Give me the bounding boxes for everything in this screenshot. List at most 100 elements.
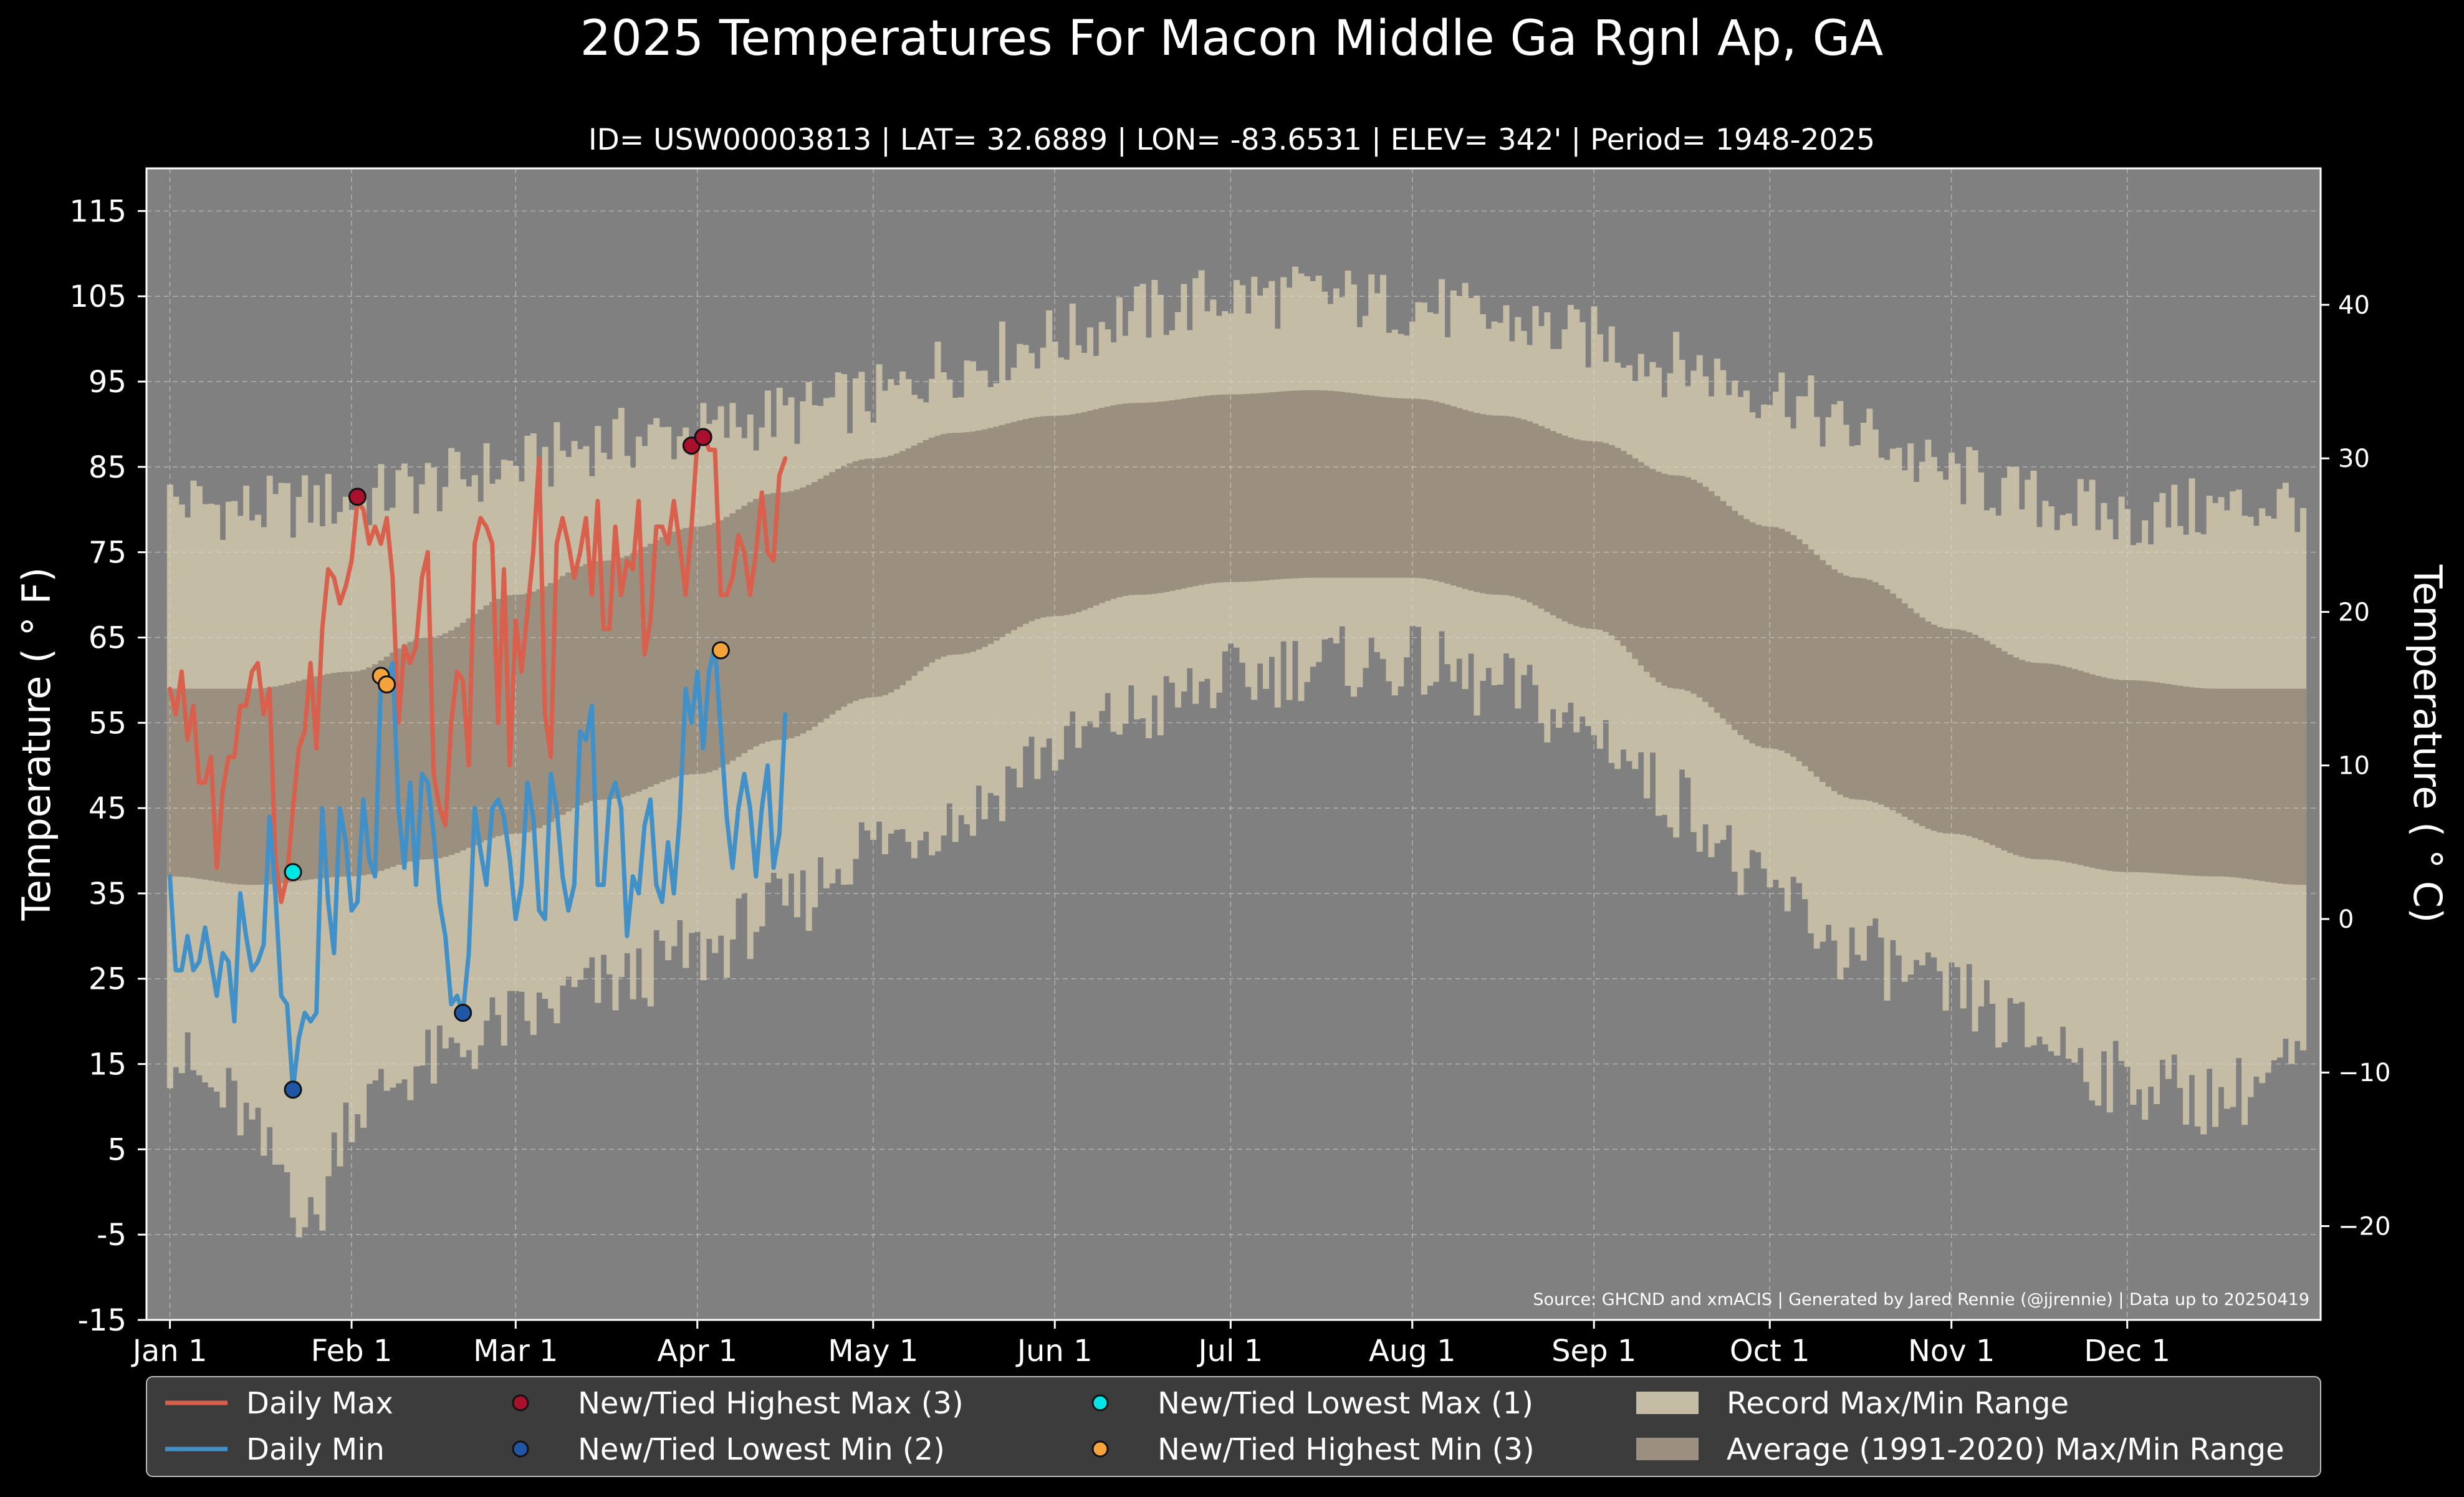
normal-bar [764, 494, 771, 742]
normal-bar [823, 475, 830, 719]
normal-bar [911, 445, 918, 676]
normal-bar [413, 639, 419, 860]
normal-bar [1063, 415, 1070, 615]
normal-bar [595, 561, 602, 801]
normal-bar [1849, 577, 1856, 799]
normal-bar [1983, 640, 1990, 843]
normal-bar [1086, 410, 1093, 608]
normal-bar [747, 502, 754, 750]
y-axis-right-label: Temperature ( ° C) [2405, 564, 2450, 923]
normal-bar [1567, 437, 1574, 624]
normal-bar [1421, 399, 1427, 579]
normal-bar [741, 506, 748, 753]
record-point [284, 863, 302, 882]
x-tick-label: May 1 [828, 1334, 918, 1369]
normal-bar [776, 492, 783, 740]
normal-bar [319, 675, 326, 878]
y-tick-label-left: 85 [89, 450, 127, 485]
normal-bar [1462, 410, 1469, 589]
normal-bar [1310, 390, 1316, 578]
legend-swatch-patch [1636, 1392, 1699, 1414]
normal-bar [1139, 403, 1146, 595]
normal-bar [436, 635, 443, 859]
normal-bar [1222, 394, 1229, 582]
normal-bar [2218, 688, 2225, 877]
normal-bar [2183, 686, 2190, 875]
normal-bar [1303, 390, 1310, 578]
normal-bar [2071, 668, 2078, 864]
normal-bar [2212, 688, 2219, 877]
normal-bar [173, 688, 180, 877]
normal-bar [2276, 688, 2283, 883]
normal-bar [1819, 560, 1826, 782]
normal-bar [624, 556, 631, 796]
normal-bar [1866, 579, 1873, 801]
normal-bar [565, 572, 572, 812]
normal-bar [676, 529, 683, 776]
normal-bar [835, 469, 841, 711]
normal-bar [1913, 613, 1920, 824]
normal-bar [2054, 665, 2061, 861]
normal-bar [858, 460, 865, 699]
normal-bar [1298, 390, 1305, 579]
normal-bar [1696, 483, 1703, 698]
normal-bar [1351, 393, 1358, 578]
x-tick-label: Jun 1 [1015, 1334, 1093, 1369]
normal-bar [1245, 393, 1252, 582]
normal-bar [846, 463, 853, 704]
normal-bar [2042, 663, 2049, 860]
normal-bar [483, 605, 490, 840]
normal-bar [1356, 393, 1363, 578]
normal-bar [2265, 688, 2271, 882]
normal-bar [342, 671, 349, 877]
normal-bar [753, 499, 760, 746]
record-point [284, 1081, 302, 1099]
normal-bar [178, 688, 185, 877]
normal-bar [759, 496, 765, 744]
y-tick-label-left: 15 [89, 1047, 127, 1082]
normal-bar [1714, 496, 1720, 713]
normal-bar [788, 491, 795, 739]
legend-box [146, 1376, 2321, 1477]
normal-bar [817, 478, 824, 723]
normal-bar [337, 672, 343, 877]
plot-frame [145, 167, 2322, 1321]
record-point [694, 428, 712, 446]
y-tick-label-right: 20 [2338, 598, 2370, 627]
normal-bar [1896, 598, 1902, 814]
normal-bar [266, 687, 273, 885]
normal-bar [618, 557, 625, 797]
normal-bar [2077, 670, 2084, 865]
record-point [454, 1003, 472, 1022]
normal-bar [190, 688, 197, 878]
normal-bar [1268, 392, 1275, 580]
normal-bar [1954, 629, 1961, 834]
record-points [284, 428, 730, 1099]
y-tick-label-left: 45 [89, 791, 127, 826]
y-tick-label-left: -5 [97, 1218, 127, 1253]
normal-bar [588, 562, 595, 801]
normal-bar [1239, 394, 1246, 582]
y-tick-label-left: 25 [89, 962, 127, 997]
normal-bar [706, 524, 712, 773]
x-tick-label: Dec 1 [2084, 1334, 2170, 1369]
normal-bar [2007, 654, 2014, 853]
normal-bar [2106, 678, 2113, 871]
normal-bar [899, 451, 906, 685]
normal-bar [600, 561, 607, 800]
normal-bar [683, 527, 689, 775]
legend-item: New/Tied Lowest Max (1) [1091, 1386, 1533, 1421]
normal-bar [1005, 423, 1012, 634]
normal-bar [501, 597, 507, 835]
x-tick-label: Mar 1 [473, 1334, 558, 1369]
normal-bar [893, 453, 900, 690]
normal-bar [1468, 411, 1475, 591]
legend-item: Daily Min [165, 1432, 385, 1467]
normal-bar [278, 685, 285, 883]
legend-swatch-dot [1091, 1440, 1109, 1458]
plot-area: Source: GHCND and xmACIS | Generated by … [145, 167, 2322, 1321]
normal-range-band [166, 390, 2307, 885]
normal-bar [1116, 404, 1123, 597]
normal-bar [1690, 479, 1697, 694]
normal-bar [1192, 397, 1199, 586]
